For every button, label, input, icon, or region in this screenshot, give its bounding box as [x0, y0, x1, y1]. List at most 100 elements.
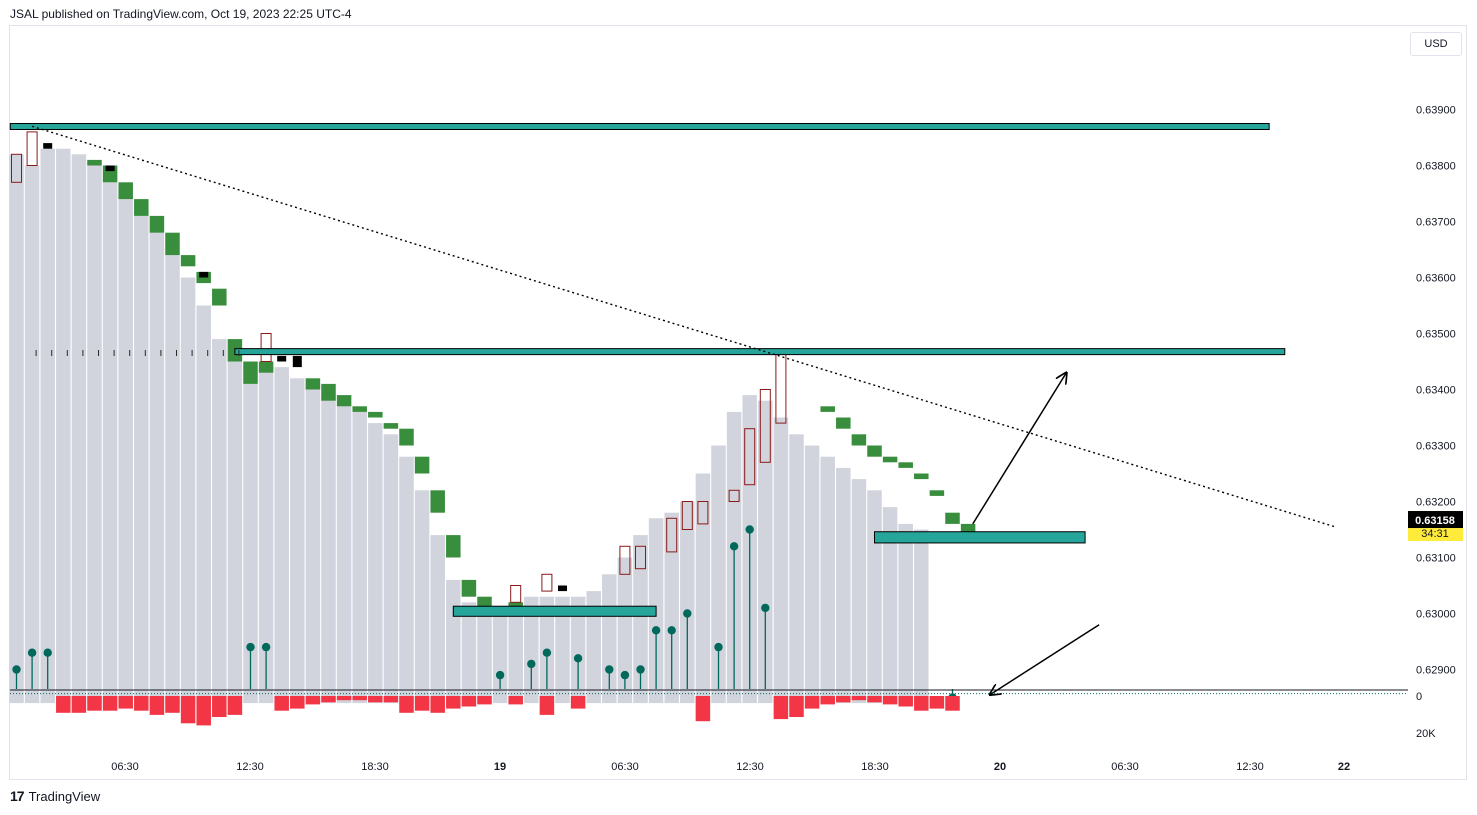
lollipop-dot	[683, 609, 692, 618]
column-cap	[43, 143, 53, 149]
volume-bar	[539, 696, 555, 715]
price-column	[196, 305, 211, 704]
column-cap	[118, 182, 133, 200]
time-tick-label: 12:30	[236, 761, 264, 773]
price-column	[118, 199, 133, 704]
volume-bar	[165, 696, 180, 713]
arrow-annotation	[990, 624, 1100, 695]
volume-bar	[789, 696, 804, 717]
zone-resistance-mid	[234, 348, 1286, 356]
lollipop-dot	[527, 659, 536, 669]
footer-brand: TradingView	[28, 788, 101, 804]
price-tick-label: 0.63500	[1416, 329, 1456, 341]
volume-bar	[56, 696, 71, 713]
volume-bar	[352, 696, 367, 701]
lollipop-dot	[667, 626, 676, 635]
price-column	[898, 523, 913, 704]
column-cap	[882, 456, 898, 463]
price-badge-background	[1408, 511, 1463, 529]
price-column	[71, 154, 87, 704]
price-tick-label: 0.63200	[1416, 497, 1456, 509]
time-tick-label: 06:30	[111, 761, 139, 773]
volume-bar	[134, 696, 149, 711]
price-column	[180, 277, 196, 704]
lollipop-dot	[246, 642, 255, 652]
volume-bar	[851, 696, 867, 701]
lollipop-dot	[495, 670, 505, 680]
column-cap	[430, 490, 445, 513]
price-column	[165, 255, 180, 704]
price-column	[758, 400, 773, 704]
time-tick-label: 12:30	[1236, 761, 1264, 773]
columns-layer	[9, 148, 929, 704]
price-tick-label: 0.63000	[1416, 609, 1456, 621]
zone-support-low	[452, 605, 657, 617]
current-price-label: 0.63158	[1415, 515, 1455, 527]
price-column	[212, 339, 227, 704]
time-axis[interactable]: 06:30 12:30 18:30 19 06:30 12:30 18:30 20 06:30 1…	[111, 761, 1350, 773]
column-cap	[820, 406, 835, 412]
wick-outline	[26, 131, 38, 166]
wick-outline	[681, 501, 693, 530]
volume-bar	[446, 696, 461, 709]
price-column	[134, 215, 149, 704]
price-column	[399, 456, 414, 704]
lollipop-dot	[745, 525, 754, 534]
price-column	[446, 579, 461, 704]
price-column	[227, 361, 243, 704]
lollipop-dot	[573, 654, 583, 663]
price-column	[56, 148, 71, 704]
volume-bar	[804, 696, 820, 709]
time-tick-label: 18:30	[361, 761, 389, 773]
price-tick-label: 0.63700	[1416, 217, 1456, 229]
volume-bar	[430, 696, 445, 713]
price-column	[305, 383, 321, 704]
column-cap	[399, 428, 414, 446]
price-axis[interactable]: 0.63900 0.63800 0.63700 0.63600 0.63500 0.634…	[1416, 105, 1456, 741]
lollipop-dot	[542, 648, 552, 657]
volume-bar	[882, 696, 898, 705]
time-tick-label: 18:30	[861, 761, 889, 773]
volume-bar	[695, 696, 711, 722]
column-cap	[960, 523, 976, 536]
price-column	[508, 602, 523, 704]
time-tick-label: 19	[494, 761, 506, 773]
volume-bar	[290, 696, 305, 709]
price-column	[773, 417, 789, 704]
volume-bar	[102, 696, 118, 711]
column-cap	[945, 512, 960, 524]
volume-tick-label: 20K	[1416, 728, 1436, 740]
wick-outline	[666, 517, 678, 553]
price-column	[664, 512, 679, 704]
volume-bar	[477, 696, 492, 705]
column-cap	[352, 406, 367, 412]
price-column	[383, 434, 399, 704]
currency-button[interactable]: USD	[1410, 32, 1462, 56]
column-cap	[87, 159, 102, 166]
price-column	[258, 367, 274, 704]
price-column	[524, 596, 539, 704]
price-tick-label: 0.63800	[1416, 161, 1456, 173]
volume-bar	[274, 696, 289, 711]
wick-outline	[744, 428, 756, 486]
price-column	[804, 445, 820, 704]
volume-bar	[305, 696, 321, 705]
volume-bar	[118, 696, 133, 709]
wick-outline	[541, 573, 553, 592]
column-cap	[383, 423, 399, 429]
drawings-layer[interactable]	[9, 123, 1408, 695]
column-cap	[558, 585, 567, 592]
lollipop-dot	[43, 648, 52, 657]
wick-outline	[728, 489, 740, 502]
zone-resistance-top	[9, 123, 1270, 130]
volume-bar	[368, 696, 383, 703]
column-cap	[867, 445, 882, 457]
countdown-label: 34:31	[1421, 528, 1449, 540]
wick-outline	[260, 333, 272, 362]
price-tick-label: 0.62900	[1416, 665, 1456, 677]
trendline	[31, 125, 1335, 528]
caps-layer	[43, 143, 976, 608]
column-cap	[305, 378, 321, 390]
